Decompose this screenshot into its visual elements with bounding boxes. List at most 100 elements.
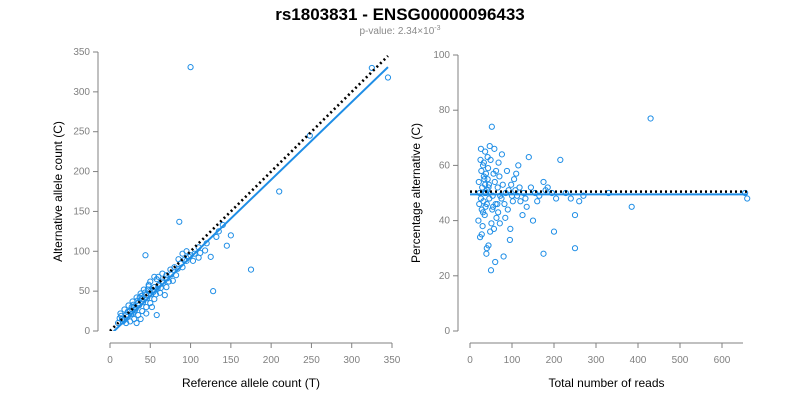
x-tick-label: 400 (630, 355, 647, 366)
data-point (174, 265, 181, 272)
data-point (155, 273, 162, 280)
data-points (475, 115, 751, 274)
data-point (179, 250, 186, 257)
data-point (475, 217, 482, 224)
data-point (482, 170, 490, 177)
data-point (502, 214, 509, 221)
data-point (536, 192, 543, 199)
data-point (191, 250, 198, 257)
x-tick-label: 150 (223, 355, 240, 366)
x-tick-label: 250 (303, 355, 320, 366)
data-point (223, 242, 230, 249)
data-point (515, 162, 522, 169)
data-point (488, 220, 495, 227)
data-point (509, 198, 516, 205)
data-point (540, 250, 547, 257)
x-tick-label: 0 (107, 355, 113, 366)
data-point (529, 217, 537, 224)
x-axis-label: Total number of reads (548, 376, 664, 390)
data-point (505, 187, 512, 194)
data-point (628, 203, 635, 210)
data-point (488, 123, 495, 130)
data-point (160, 280, 167, 287)
data-point (513, 192, 521, 199)
data-point (153, 311, 160, 319)
data-point (544, 184, 551, 191)
data-point (148, 303, 155, 311)
x-tick-label: 100 (504, 355, 521, 366)
data-point (477, 156, 484, 163)
data-point (580, 192, 587, 199)
data-point (496, 220, 503, 227)
data-point (486, 142, 493, 150)
data-point (368, 64, 375, 72)
y-axis-label: Alternative allele count (C) (51, 121, 65, 262)
data-point (485, 181, 492, 188)
data-point (483, 200, 490, 208)
data-point (490, 225, 498, 232)
data-point (210, 288, 217, 295)
data-point (478, 167, 485, 175)
data-point (498, 151, 506, 158)
x-tick-label: 600 (714, 355, 731, 366)
y-tick-label: 350 (73, 47, 90, 58)
y-tick-label: 20 (439, 271, 451, 282)
data-point (485, 184, 492, 191)
x-tick-label: 50 (145, 355, 157, 366)
data-point (144, 286, 151, 293)
data-point (495, 209, 502, 216)
y-tick-label: 50 (79, 286, 91, 297)
x-tick-label: 0 (467, 355, 473, 366)
fit-line (112, 66, 389, 331)
data-point (523, 203, 530, 210)
data-point (491, 178, 498, 186)
y-tick-label: 0 (84, 326, 90, 337)
data-point (189, 257, 197, 264)
data-point (553, 195, 560, 202)
p-value-exponent: -3 (434, 25, 440, 32)
data-point (480, 159, 487, 166)
data-point (482, 148, 489, 155)
data-point (571, 211, 579, 219)
x-tick-label: 200 (546, 355, 563, 366)
data-point (124, 308, 131, 315)
data-point (142, 252, 149, 259)
data-point (506, 236, 513, 244)
data-point (497, 192, 504, 199)
data-point (507, 225, 514, 232)
data-point (499, 181, 506, 188)
data-point (576, 198, 583, 205)
data-point (491, 145, 498, 152)
data-point (513, 170, 520, 177)
data-point (197, 249, 204, 256)
data-point (161, 292, 168, 299)
data-point (481, 189, 488, 197)
data-point (504, 206, 511, 213)
data-point (490, 170, 497, 177)
data-point (187, 64, 194, 71)
y-tick-label: 300 (73, 87, 90, 98)
data-point (557, 156, 564, 163)
data-point (503, 167, 511, 175)
data-point (478, 231, 485, 238)
data-point (479, 223, 486, 230)
data-point (247, 266, 255, 273)
data-point (510, 176, 518, 183)
data-point (137, 315, 144, 323)
data-point (501, 200, 508, 208)
data-point (550, 228, 558, 235)
data-point (534, 198, 541, 205)
y-axis-label: Percentage alternative (C) (409, 123, 423, 263)
x-tick-label: 300 (343, 355, 360, 366)
y-tick-label: 250 (73, 127, 90, 138)
data-point (384, 74, 392, 81)
y-tick-label: 100 (73, 246, 90, 257)
data-point (140, 286, 147, 293)
data-point (176, 218, 183, 225)
x-tick-label: 350 (384, 355, 401, 366)
data-point (477, 145, 485, 152)
data-point (495, 159, 502, 166)
data-point (477, 195, 485, 202)
x-tick-label: 200 (263, 355, 280, 366)
